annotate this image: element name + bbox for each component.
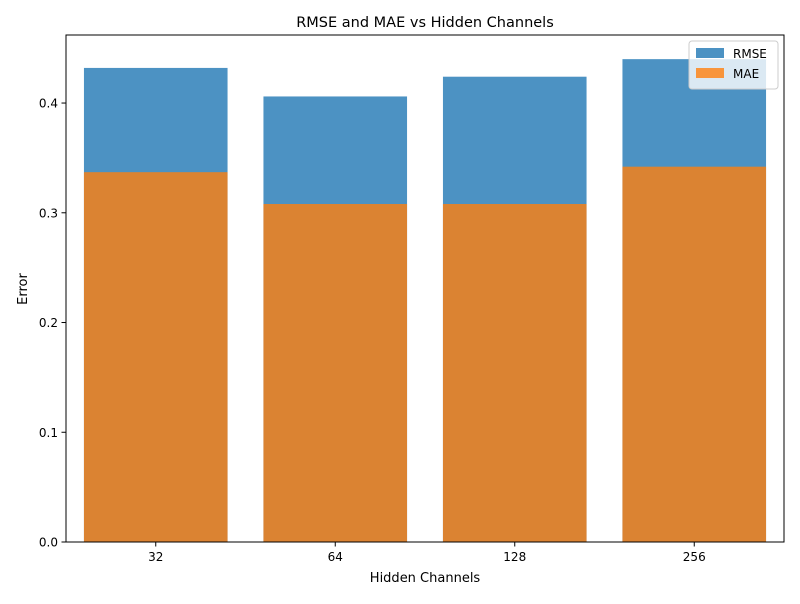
legend-label-rmse: RMSE (733, 47, 767, 61)
legend-swatch-mae (696, 68, 724, 78)
x-tick-label-256: 256 (683, 550, 706, 564)
axes-layer: 32 64 128 256 0.0 0.1 0.2 0.3 0.4 (39, 34, 785, 564)
y-tick-label-0.1: 0.1 (39, 426, 58, 440)
y-tick-label-0.4: 0.4 (39, 97, 58, 111)
x-tick-label-128: 128 (503, 550, 526, 564)
mae-bar-32 (83, 172, 228, 542)
mae-bar-64 (263, 204, 408, 542)
x-axis-label: Hidden Channels (370, 571, 481, 586)
y-tick-label-0.2: 0.2 (39, 316, 58, 330)
bars-layer (83, 59, 767, 543)
x-tick-label-32: 32 (148, 550, 163, 564)
plot-frame (65, 34, 785, 543)
y-axis-label: Error (16, 273, 31, 305)
chart-title: RMSE and MAE vs Hidden Channels (296, 15, 554, 31)
mae-bar-256 (622, 166, 767, 543)
legend: RMSE MAE (688, 40, 779, 90)
x-tick-label-64: 64 (328, 550, 343, 564)
legend-swatch-rmse (696, 48, 724, 58)
y-tick-label-0.3: 0.3 (39, 206, 58, 220)
y-tick-label-0.0: 0.0 (39, 536, 58, 550)
legend-label-mae: MAE (733, 67, 759, 81)
mae-bar-128 (442, 204, 587, 542)
